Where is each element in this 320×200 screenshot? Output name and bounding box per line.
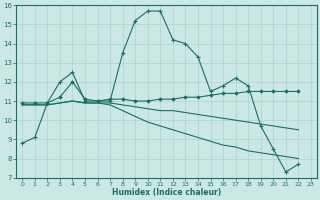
X-axis label: Humidex (Indice chaleur): Humidex (Indice chaleur) xyxy=(112,188,221,197)
